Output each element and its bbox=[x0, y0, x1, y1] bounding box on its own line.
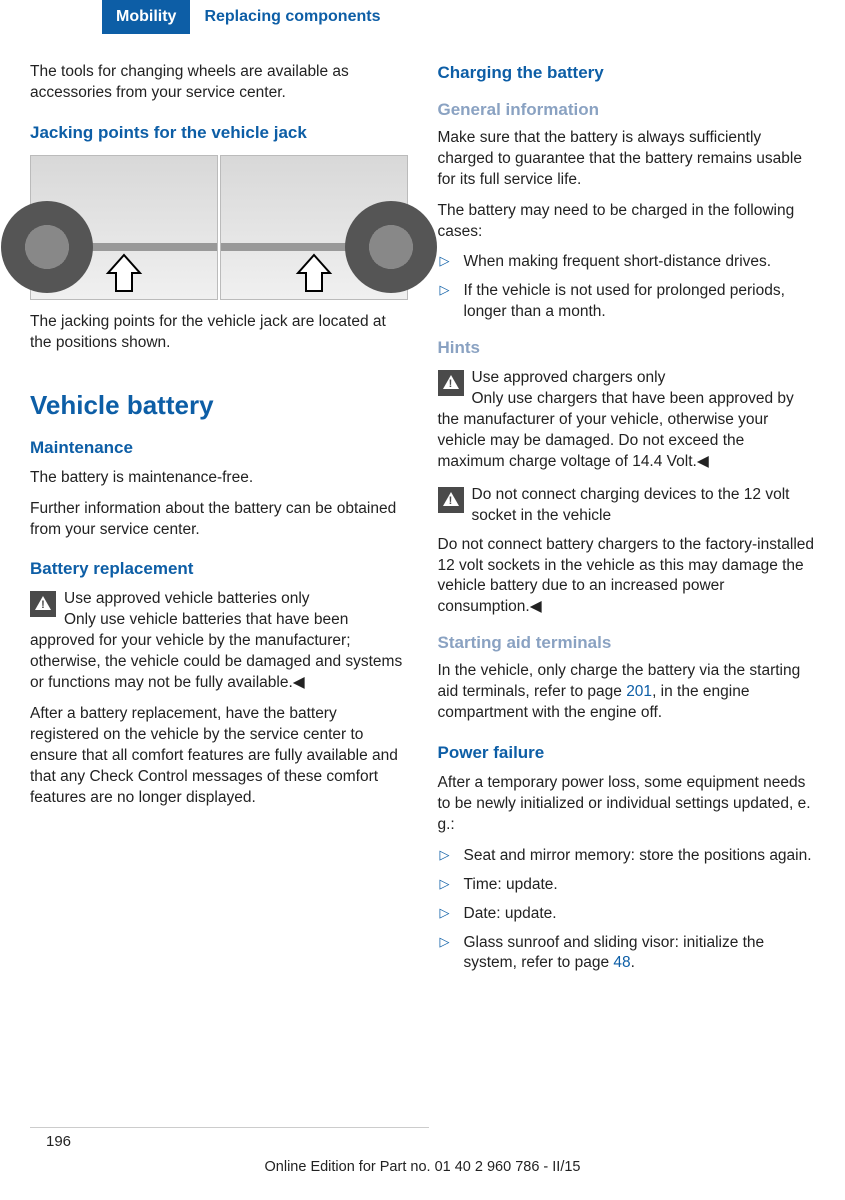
list-item: If the vehicle is not used for prolonged… bbox=[438, 281, 816, 323]
jacking-heading: Jacking points for the vehicle jack bbox=[30, 122, 408, 145]
warning-approved-batteries: Use approved vehicle batteries only Only… bbox=[30, 589, 408, 694]
power-intro: After a temporary power loss, some equip… bbox=[438, 773, 816, 836]
footer-rule bbox=[30, 1127, 429, 1128]
arrow-up-icon bbox=[292, 251, 336, 295]
replacement-after-text: After a battery replacement, have the ba… bbox=[30, 704, 408, 809]
list-item: Date: update. bbox=[438, 904, 816, 925]
warning-icon bbox=[438, 370, 464, 396]
jacking-caption: The jacking points for the vehicle jack … bbox=[30, 312, 408, 354]
page-number: 196 bbox=[46, 1132, 71, 1152]
terminals-body: In the vehicle, only charge the battery … bbox=[438, 661, 816, 724]
warning-icon bbox=[438, 487, 464, 513]
warning-body: Only use vehicle batteries that have bee… bbox=[30, 611, 402, 691]
list-item: Seat and mirror memory: store the positi… bbox=[438, 846, 816, 867]
general-p2: The battery may need to be charged in th… bbox=[438, 201, 816, 243]
maintenance-heading: Maintenance bbox=[30, 437, 408, 460]
warning-title: Use approved chargers only bbox=[472, 369, 666, 386]
general-p1: Make sure that the battery is always suf… bbox=[438, 128, 816, 191]
tab-spacer bbox=[0, 0, 102, 34]
replacement-heading: Battery replacement bbox=[30, 558, 408, 581]
page-ref-48[interactable]: 48 bbox=[613, 954, 630, 971]
jack-panel-rear bbox=[220, 155, 408, 300]
jacking-figure bbox=[30, 155, 408, 300]
intro-text: The tools for changing wheels are availa… bbox=[30, 62, 408, 104]
warning-icon bbox=[30, 591, 56, 617]
right-column: Charging the battery General information… bbox=[438, 62, 816, 982]
header-tabs: Mobility Replacing components bbox=[0, 0, 845, 34]
arrow-up-icon bbox=[102, 251, 146, 295]
list-item: Time: update. bbox=[438, 875, 816, 896]
terminals-heading: Starting aid terminals bbox=[438, 632, 816, 655]
jack-panel-front bbox=[30, 155, 218, 300]
wheel-icon bbox=[345, 201, 437, 293]
power-failure-heading: Power failure bbox=[438, 742, 816, 765]
vehicle-battery-heading: Vehicle battery bbox=[30, 388, 408, 423]
footer-edition: Online Edition for Part no. 01 40 2 960 … bbox=[0, 1158, 845, 1178]
list-item: Glass sunroof and sliding visor: initial… bbox=[438, 933, 816, 975]
left-column: The tools for changing wheels are availa… bbox=[30, 62, 408, 982]
charging-cases-list: When making frequent short-distance driv… bbox=[438, 252, 816, 323]
list-item-text-b: . bbox=[631, 954, 635, 971]
power-failure-list: Seat and mirror memory: store the positi… bbox=[438, 846, 816, 975]
charging-heading: Charging the battery bbox=[438, 62, 816, 85]
tab-section: Replacing components bbox=[190, 0, 394, 34]
warning-approved-chargers: Use approved chargers only Only use char… bbox=[438, 368, 816, 473]
wheel-icon bbox=[1, 201, 93, 293]
page-ref-201[interactable]: 201 bbox=[626, 683, 652, 700]
maintenance-p1: The battery is maintenance-free. bbox=[30, 468, 408, 489]
warning-title: Do not connect charging devices to the 1… bbox=[472, 486, 790, 524]
warning-title: Use approved vehicle batteries only bbox=[64, 590, 310, 607]
content-columns: The tools for changing wheels are availa… bbox=[0, 62, 845, 982]
warning-body: Only use chargers that have been approve… bbox=[438, 390, 794, 470]
list-item: When making frequent short-distance driv… bbox=[438, 252, 816, 273]
hints-heading: Hints bbox=[438, 337, 816, 360]
maintenance-p2: Further information about the battery ca… bbox=[30, 499, 408, 541]
warning-12v-body: Do not connect battery chargers to the f… bbox=[438, 535, 816, 619]
warning-12v-socket: Do not connect charging devices to the 1… bbox=[438, 485, 816, 527]
tab-category: Mobility bbox=[102, 0, 190, 34]
general-heading: General information bbox=[438, 99, 816, 122]
